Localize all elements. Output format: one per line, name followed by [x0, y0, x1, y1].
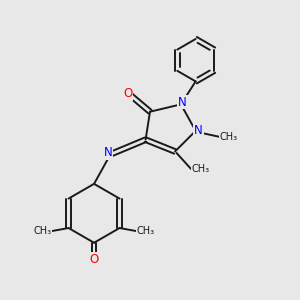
Text: N: N [103, 146, 112, 159]
Text: N: N [178, 95, 187, 109]
Text: CH₃: CH₃ [34, 226, 52, 236]
Text: O: O [123, 87, 133, 100]
Text: N: N [194, 124, 203, 137]
Text: CH₃: CH₃ [136, 226, 155, 236]
Text: CH₃: CH₃ [192, 164, 210, 174]
Text: O: O [89, 253, 99, 266]
Text: CH₃: CH₃ [220, 132, 238, 142]
